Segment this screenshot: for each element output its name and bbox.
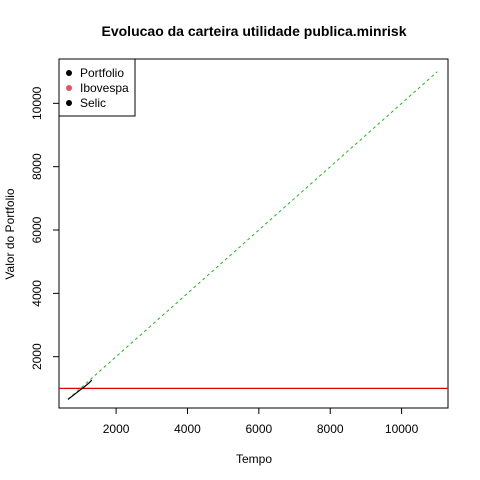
legend-label-selic: Selic (80, 96, 106, 110)
y-tick-label: 6000 (30, 216, 44, 243)
series-layer (59, 71, 448, 400)
legend-label-ibovespa: Ibovespa (80, 81, 129, 95)
y-tick-label: 10000 (30, 86, 44, 120)
y-axis: 2000 4000 6000 8000 10000 (30, 86, 60, 370)
series-line-selic (67, 71, 438, 400)
x-axis-title: Tempo (236, 452, 272, 466)
series-line-portfolio (67, 379, 93, 400)
legend-marker-ibovespa (66, 85, 72, 91)
x-axis: 2000 4000 6000 8000 10000 (103, 407, 419, 436)
x-tick-label: 10000 (385, 422, 419, 436)
y-tick-label: 4000 (30, 280, 44, 307)
legend-marker-selic (66, 100, 72, 106)
y-tick-label: 8000 (30, 153, 44, 180)
y-axis-title: Valor do Portfolio (3, 188, 17, 279)
x-tick-label: 2000 (103, 422, 130, 436)
legend-marker-portfolio (66, 70, 72, 76)
chart-title: Evolucao da carteira utilidade publica.m… (102, 23, 407, 39)
x-tick-label: 4000 (174, 422, 201, 436)
x-tick-label: 6000 (246, 422, 273, 436)
x-tick-label: 8000 (317, 422, 344, 436)
legend-label-portfolio: Portfolio (80, 66, 124, 80)
y-tick-label: 2000 (30, 343, 44, 370)
